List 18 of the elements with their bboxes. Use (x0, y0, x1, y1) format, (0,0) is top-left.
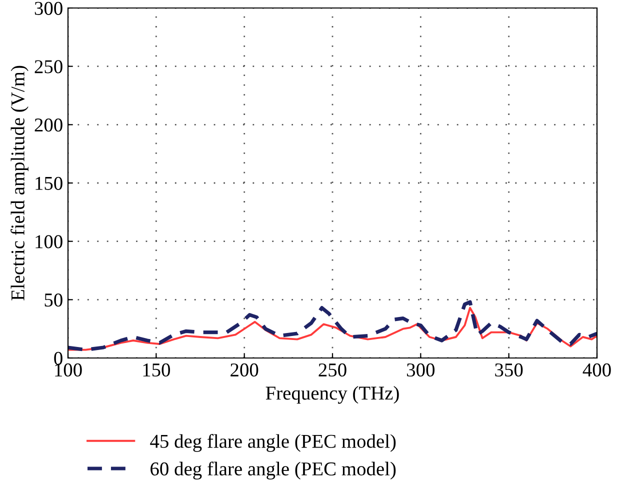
y-tick-label: 100 (36, 235, 62, 248)
x-tick-label: 100 (55, 363, 82, 377)
x-tick-label: 250 (318, 363, 346, 377)
x-tick-label: 400 (582, 363, 611, 377)
y-tick-label: 0 (54, 352, 62, 365)
x-tick-label: 200 (230, 363, 258, 377)
y-tick-label: 200 (34, 118, 62, 132)
x-tick-label: 350 (495, 363, 523, 377)
x-axis-title: Frequency (THz) (266, 386, 399, 404)
y-axis-title: Electric field amplitude (V/m) (10, 66, 28, 300)
legend-label: 45 deg flare angle (PEC model) (150, 434, 396, 452)
y-tick-label: 300 (34, 2, 62, 15)
x-tick-label: 150 (143, 363, 170, 377)
y-tick-label: 150 (36, 176, 62, 190)
legend-label: 60 deg flare angle (PEC model) (150, 462, 396, 480)
y-tick-label: 50 (44, 293, 62, 307)
y-tick-label: 250 (34, 60, 62, 74)
x-tick-label: 300 (407, 363, 435, 377)
